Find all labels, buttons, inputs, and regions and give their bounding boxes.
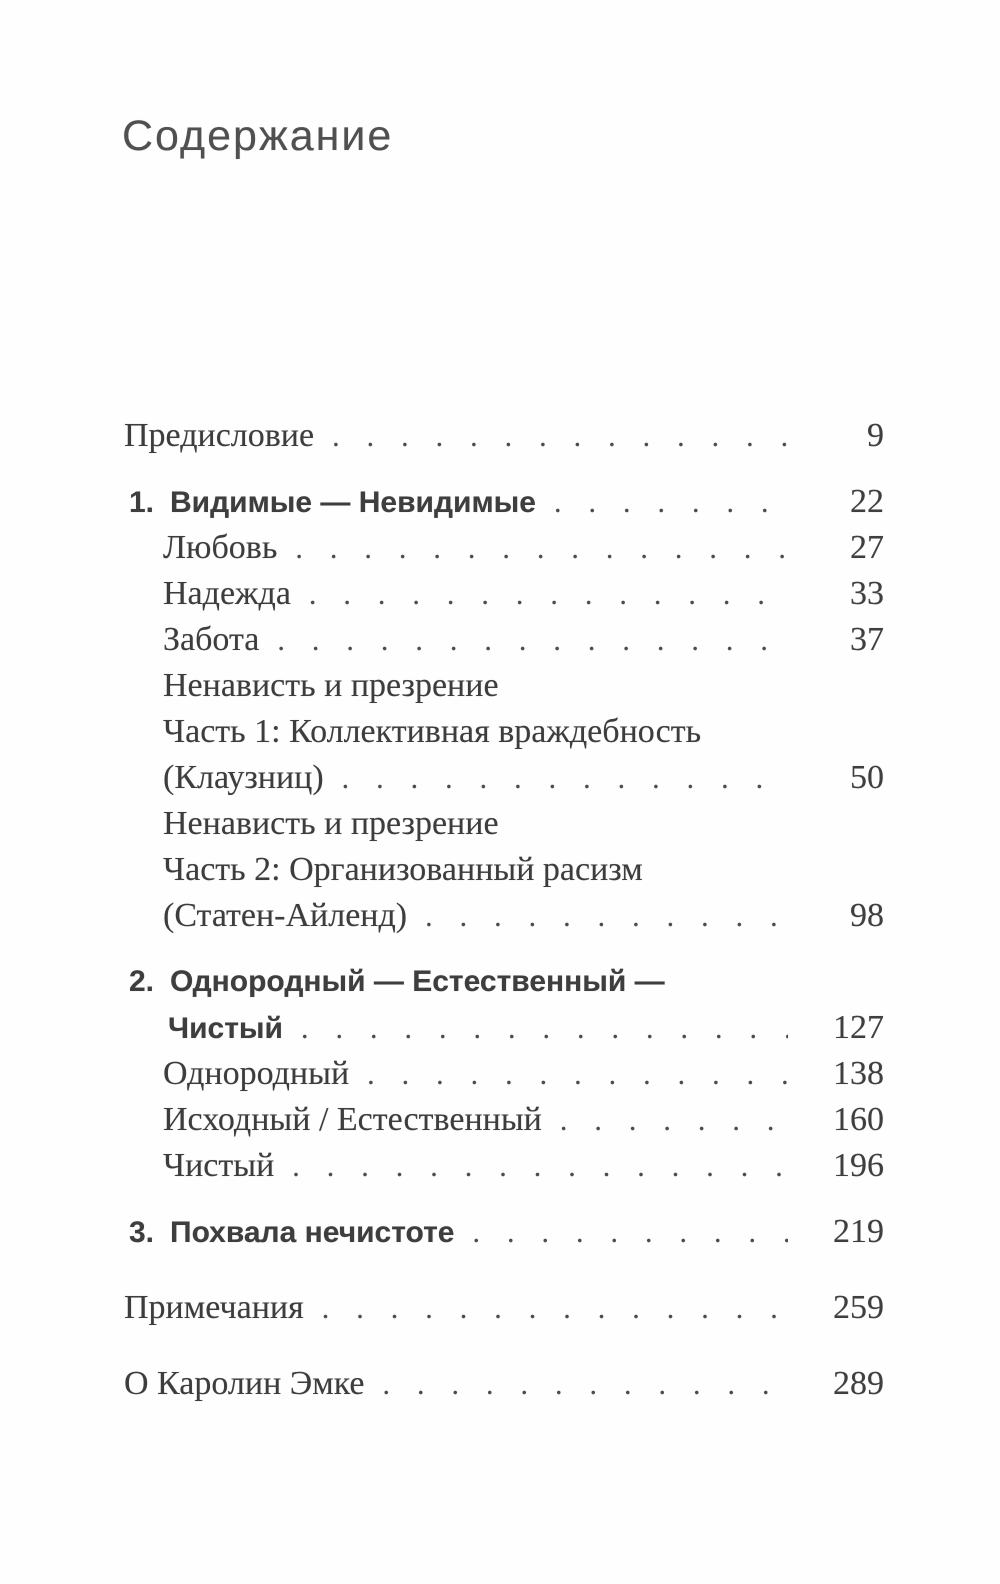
toc-row: Часть 2: Организованный расизм (122, 847, 884, 893)
toc-entry-label: Однородный — Естественный — (170, 965, 665, 998)
toc-row: Забота..................................… (122, 617, 884, 663)
page-number: 219 (833, 1213, 884, 1250)
toc-row: Чистый..................................… (122, 1005, 884, 1051)
dot-leader: ........................................ (472, 1216, 789, 1249)
toc-entry-label: Видимые — Невидимые (170, 486, 536, 519)
toc-row: Ненависть и презрение (122, 663, 884, 709)
page-number: 27 (850, 529, 884, 566)
page-number: 259 (833, 1289, 884, 1326)
toc-row: Однородный..............................… (122, 1051, 884, 1097)
toc-entry-label: Однородный (163, 1055, 350, 1092)
toc-entry-label: О Каролин Эмке (124, 1365, 365, 1402)
dot-leader: ........................................ (553, 486, 788, 519)
toc-entry-label: (Клаузниц) (163, 759, 324, 796)
toc-entry-label: Исходный / Естественный (163, 1101, 542, 1138)
page-number: 138 (833, 1055, 884, 1092)
toc-entry-label: Часть 2: Организованный расизм (163, 851, 643, 888)
toc-entry-label: Примечания (124, 1289, 304, 1326)
dot-leader: ........................................ (341, 762, 788, 795)
dot-leader: ........................................ (425, 900, 788, 933)
toc-entry-label: Ненависть и презрение (163, 667, 499, 704)
page-number: 289 (833, 1365, 884, 1402)
page-number: 98 (850, 897, 884, 934)
toc-row: О Каролин Эмке..........................… (122, 1361, 884, 1407)
toc-entry-label: Любовь (163, 529, 278, 566)
chapter-number: 3. (129, 1216, 155, 1249)
dot-leader: ........................................ (382, 1368, 788, 1401)
toc-entry-label: Чистый (163, 1147, 275, 1184)
toc-row: Ненависть и презрение (122, 801, 884, 847)
toc-row: 1. Видимые — Невидимые...................… (122, 479, 884, 525)
dot-leader: ........................................ (332, 420, 788, 453)
toc-entry-label: Предисловие (124, 417, 315, 454)
chapter-number: 1. (129, 486, 155, 519)
page-number: 22 (850, 483, 884, 520)
page-number: 127 (833, 1009, 884, 1046)
page-number: 50 (850, 759, 884, 796)
toc-row: Надежда.................................… (122, 571, 884, 617)
chapter-number: 2. (129, 965, 155, 998)
toc-row: (Клаузниц)..............................… (122, 755, 884, 801)
page-number: 160 (833, 1101, 884, 1138)
toc-entry-label: Похвала нечистоте (170, 1216, 455, 1249)
dot-leader: ........................................ (277, 624, 788, 657)
dot-leader: ........................................ (295, 532, 788, 565)
dot-leader: ........................................ (292, 1150, 788, 1183)
page-number: 9 (867, 417, 884, 454)
toc-entry-label: (Статен-Айленд) (163, 897, 408, 934)
toc-entry-label: Надежда (163, 575, 291, 612)
toc-entry-label: Ненависть и презрение (163, 805, 499, 842)
toc-row: Предисловие.............................… (122, 413, 884, 459)
toc-list: Предисловие.............................… (122, 413, 884, 1407)
toc-row: Часть 1: Коллективная враждебность (122, 709, 884, 755)
dot-leader: ........................................ (559, 1104, 788, 1137)
page-number: 196 (833, 1147, 884, 1184)
page-title: Содержание (122, 112, 394, 160)
toc-row: Исходный / Естественный.................… (122, 1097, 884, 1143)
dot-leader: ........................................ (321, 1292, 788, 1325)
toc-row: 3. Похвала нечистоте.....................… (122, 1209, 884, 1255)
toc-row: 2. Однородный — Естественный — (122, 959, 884, 1005)
toc-row: Любовь..................................… (122, 525, 884, 571)
toc-entry-label: Часть 1: Коллективная враждебность (163, 713, 702, 750)
dot-leader: ........................................ (300, 1012, 788, 1045)
page-number: 33 (850, 575, 884, 612)
toc-entry-label: Забота (163, 621, 260, 658)
dot-leader: ........................................ (308, 578, 788, 611)
page-number: 37 (850, 621, 884, 658)
toc-row: Примечания..............................… (122, 1285, 884, 1331)
toc-row: Чистый..................................… (122, 1143, 884, 1189)
toc-row: (Статен-Айленд).........................… (122, 893, 884, 939)
toc-entry-label: Чистый (168, 1012, 283, 1045)
dot-leader: ........................................ (367, 1058, 788, 1091)
